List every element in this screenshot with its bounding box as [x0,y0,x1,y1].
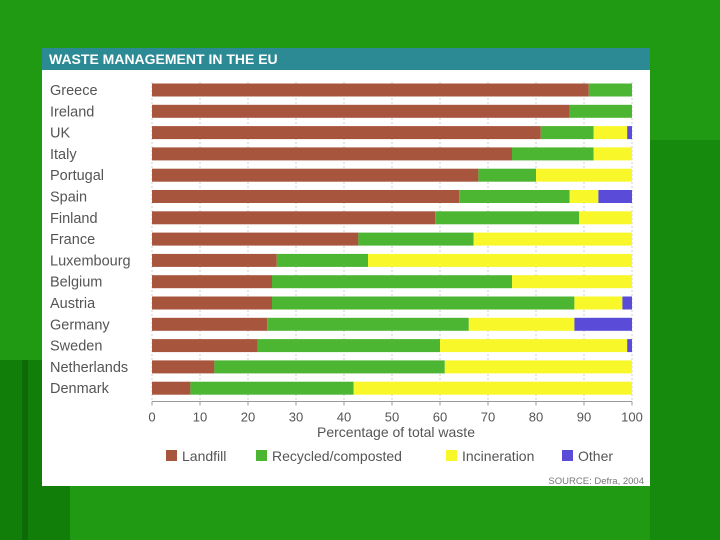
x-tick-label: 70 [481,410,495,425]
bar-incineration [444,360,632,374]
x-tick-label: 100 [621,410,643,425]
bar-landfill [152,190,460,203]
chart-card: WASTE MANAGEMENT IN THE EU Greece Ireland… [42,48,650,486]
legend: Landfill Recycled/composted Incineration Ot… [166,448,613,464]
category-label: Finland [50,211,98,227]
bar-recycled-composted [190,381,354,395]
x-axis-title: Percentage of total waste [317,424,475,440]
bar-incineration [473,232,632,246]
bar-incineration [468,317,575,331]
bar-incineration [440,339,628,353]
bar-landfill [152,211,436,225]
bar-recycled-composted [478,168,536,182]
bar-incineration [593,147,632,161]
bar-incineration [368,253,632,267]
bar-recycled-composted [459,190,570,203]
legend-label: Landfill [182,448,226,464]
bar-other [627,126,632,140]
category-label: Ireland [50,104,94,120]
bar-landfill [152,381,191,395]
bar-incineration [353,381,632,395]
x-tick-label: 50 [385,410,399,425]
x-tick-label: 0 [148,410,155,425]
legend-swatch [562,450,573,461]
x-tick-label: 30 [289,410,303,425]
category-label: Netherlands [50,360,128,376]
bar-other [627,339,632,353]
bar-recycled-composted [272,275,512,289]
bar-landfill [152,232,359,246]
bar-incineration [579,211,632,225]
bar-landfill [152,360,215,374]
bars [152,83,632,395]
category-label: Belgium [50,275,102,291]
legend-swatch [446,450,457,461]
x-tick-label: 40 [337,410,351,425]
category-labels: Greece Ireland UK Italy Portugal Spain Finland… [50,83,131,397]
legend-swatch [256,450,267,461]
bar-landfill [152,275,272,289]
category-label: Luxembourg [50,253,131,269]
bar-incineration [574,296,623,310]
bar-landfill [152,339,258,353]
chart: WASTE MANAGEMENT IN THE EU Greece Ireland… [42,48,650,486]
chart-title: WASTE MANAGEMENT IN THE EU [49,51,278,67]
x-tick-label: 80 [529,410,543,425]
legend-label: Other [578,448,613,464]
bar-incineration [512,275,632,289]
legend-swatch [166,450,177,461]
category-label: Denmark [50,381,110,397]
bar-landfill [152,83,589,97]
source-note: SOURCE: Defra, 2004 [548,476,644,486]
bar-landfill [152,126,541,140]
background-line-left [22,360,28,540]
bar-recycled-composted [358,232,474,246]
bar-landfill [152,253,277,267]
x-tick-label: 10 [193,410,207,425]
bar-recycled-composted [588,83,632,97]
bar-recycled-composted [272,296,575,310]
bar-other [598,190,632,203]
legend-label: Incineration [462,448,534,464]
bar-recycled-composted [569,104,632,118]
x-tick-label: 60 [433,410,447,425]
bar-recycled-composted [267,317,469,331]
category-label: Italy [50,147,77,163]
bar-landfill [152,147,512,161]
category-label: France [50,232,95,248]
x-axis: 0 10 20 30 40 50 60 70 80 90 100 [148,401,643,425]
bar-incineration [569,190,599,203]
bar-landfill [152,168,479,182]
category-label: Spain [50,190,87,206]
x-tick-label: 90 [577,410,591,425]
category-label: Germany [50,317,110,333]
category-label: Greece [50,83,98,99]
bar-landfill [152,317,268,331]
bar-landfill [152,296,272,310]
category-label: Portugal [50,168,104,184]
category-label: Sweden [50,339,102,355]
bar-recycled-composted [512,147,594,161]
category-label: UK [50,126,70,142]
x-tick-label: 20 [241,410,255,425]
bar-other [622,296,632,310]
bar-landfill [152,104,570,118]
legend-label: Recycled/composted [272,448,402,464]
category-label: Austria [50,296,96,312]
bar-recycled-composted [435,211,580,225]
chart-title-bar [42,48,650,70]
bar-recycled-composted [214,360,445,374]
bar-other [574,317,632,331]
bar-recycled-composted [257,339,440,353]
bar-recycled-composted [540,126,594,140]
bar-incineration [593,126,628,140]
bar-recycled-composted [276,253,368,267]
background-block-right [650,140,720,540]
bar-incineration [536,168,632,182]
